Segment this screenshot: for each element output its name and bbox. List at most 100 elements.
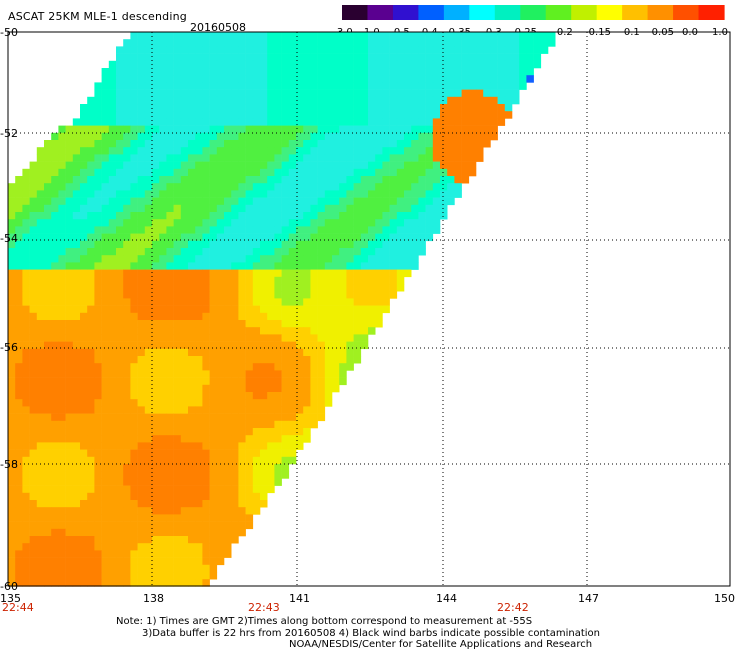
- swath-cell: [15, 226, 23, 234]
- swath-cell: [51, 240, 59, 249]
- swath-cell: [29, 428, 38, 436]
- swath-cell: [231, 456, 239, 465]
- swath-cell: [80, 406, 88, 414]
- swath-cell: [324, 176, 333, 184]
- swath-cell: [108, 197, 117, 206]
- swath-cell: [447, 46, 455, 54]
- swath-cell: [159, 68, 167, 76]
- swath-cell: [519, 75, 527, 83]
- swath-cell: [159, 125, 167, 134]
- swath-cell: [310, 312, 318, 321]
- swath-cell: [346, 262, 354, 270]
- swath-cell: [15, 334, 23, 342]
- swath-cell: [72, 190, 81, 198]
- swath-cell: [80, 557, 88, 566]
- swath-cell: [224, 399, 232, 407]
- swath-cell: [310, 240, 318, 249]
- swath-cell: [461, 111, 470, 119]
- swath-cell: [137, 564, 146, 573]
- swath-cell: [51, 334, 59, 342]
- swath-cell: [526, 32, 534, 40]
- swath-cell: [108, 312, 117, 321]
- swath-cell: [65, 132, 74, 141]
- swath-cell: [108, 248, 117, 256]
- swath-cell: [123, 557, 131, 566]
- swath-cell: [58, 464, 66, 472]
- swath-cell: [166, 305, 174, 314]
- swath-cell: [180, 111, 189, 119]
- swath-cell: [94, 255, 102, 263]
- swath-cell: [188, 233, 196, 242]
- swath-cell: [396, 118, 405, 126]
- swath-cell: [29, 420, 38, 429]
- swath-cell: [173, 111, 182, 119]
- swath-cell: [288, 89, 297, 98]
- swath-cell: [382, 248, 390, 256]
- swath-cell: [173, 154, 182, 162]
- swath-cell: [144, 543, 153, 551]
- swath-cell: [80, 233, 88, 242]
- swath-cell: [353, 284, 362, 292]
- swath-cell: [36, 464, 45, 472]
- swath-cell: [274, 89, 282, 98]
- swath-cell: [137, 46, 146, 54]
- swath-cell: [303, 392, 311, 400]
- swath-cell: [130, 147, 138, 155]
- swath-cell: [332, 320, 340, 328]
- swath-cell: [180, 334, 189, 342]
- swath-cell: [267, 356, 275, 364]
- swath-cell: [188, 176, 196, 184]
- swath-cell: [252, 428, 261, 436]
- swath-cell: [159, 456, 167, 465]
- swath-cell: [238, 140, 246, 148]
- swath-cell: [512, 75, 520, 83]
- swath-cell: [447, 140, 455, 148]
- swath-cell: [116, 233, 124, 242]
- swath-cell: [288, 197, 297, 206]
- swath-cell: [51, 572, 59, 580]
- swath-cell: [303, 363, 311, 371]
- swath-cell: [418, 75, 426, 83]
- swath-cell: [202, 500, 210, 508]
- swath-cell: [216, 464, 225, 472]
- swath-cell: [195, 449, 203, 458]
- swath-cell: [252, 500, 261, 508]
- swath-cell: [22, 564, 30, 573]
- swath-cell: [303, 32, 311, 40]
- swath-cell: [144, 377, 153, 386]
- swath-cell: [130, 269, 138, 278]
- swath-cell: [22, 341, 30, 350]
- swath-cell: [296, 356, 304, 364]
- swath-cell: [152, 536, 160, 544]
- swath-cell: [195, 392, 203, 400]
- swath-cell: [346, 161, 354, 170]
- swath-cell: [130, 104, 138, 112]
- swath-cell: [238, 305, 246, 314]
- swath-cell: [166, 420, 174, 429]
- swath-cell: [144, 456, 153, 465]
- swath-cell: [108, 464, 117, 472]
- swath-cell: [123, 471, 131, 479]
- swath-cell: [260, 341, 268, 350]
- swath-cell: [159, 334, 167, 342]
- swath-cell: [166, 168, 174, 177]
- swath-cell: [80, 212, 88, 220]
- swath-cell: [281, 197, 290, 206]
- swath-cell: [202, 435, 210, 443]
- swath-cell: [80, 536, 88, 544]
- swath-cell: [209, 197, 218, 206]
- swath-cell: [382, 125, 390, 134]
- swath-cell: [144, 125, 153, 134]
- swath-cell: [44, 406, 52, 414]
- swath-cell: [195, 492, 203, 501]
- swath-cell: [166, 154, 174, 162]
- swath-cell: [296, 68, 304, 76]
- swath-cell: [15, 269, 23, 278]
- swath-cell: [245, 96, 254, 105]
- swath-cell: [310, 334, 318, 342]
- swath-cell: [152, 60, 160, 69]
- swath-cell: [22, 204, 30, 213]
- swath-cell: [267, 255, 275, 263]
- swath-cell: [137, 543, 146, 551]
